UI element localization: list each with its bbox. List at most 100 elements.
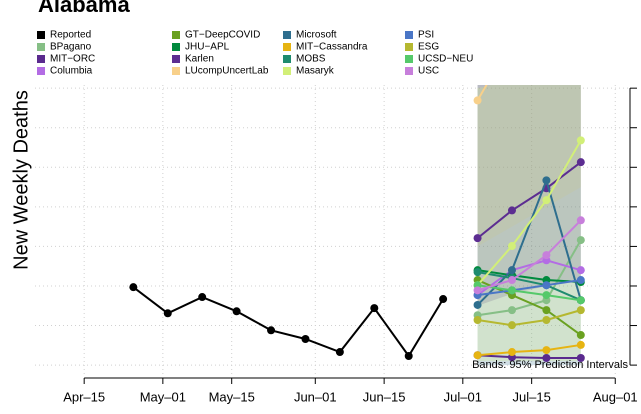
- x-tick-label: May–01: [140, 389, 186, 404]
- data-point: [576, 266, 585, 275]
- data-point: [439, 295, 448, 304]
- legend-label: LUcompUncertLab: [185, 66, 269, 77]
- data-point: [576, 158, 585, 167]
- legend-label: PSI: [418, 30, 434, 41]
- x-tick-label: Jul–01: [444, 389, 482, 404]
- chart-title: Alabama: [38, 0, 130, 17]
- data-point: [576, 340, 585, 349]
- legend-swatch: [37, 31, 45, 39]
- data-point: [542, 281, 551, 290]
- legend-swatch: [405, 67, 413, 75]
- axes: Apr–15 May–01 May–15 Jun–01 Jun–15 Jul–01 Jul–…: [63, 87, 638, 404]
- series-line: [477, 343, 581, 357]
- series-line: [477, 271, 582, 302]
- series-line: [477, 309, 582, 327]
- x-tick-label: Aug–01: [593, 389, 638, 404]
- legend-label: UCSD−NEU: [418, 54, 473, 65]
- data-point: [163, 309, 172, 318]
- data-point: [267, 326, 276, 335]
- legend-swatch: [283, 55, 291, 63]
- x-tick-label: Jun–01: [294, 389, 337, 404]
- legend-label: USC: [418, 66, 439, 77]
- data-point: [473, 286, 482, 295]
- legend-label: GT−DeepCOVID: [185, 30, 260, 41]
- data-point: [301, 334, 310, 343]
- data-point: [473, 268, 482, 277]
- legend-swatch: [172, 43, 180, 51]
- annotation: Bands: 95% Prediction Intervals: [472, 359, 628, 371]
- data-point: [129, 283, 138, 292]
- data-point: [576, 136, 585, 145]
- series-line: [132, 286, 444, 358]
- prediction-band: [477, 85, 581, 247]
- legend-label: JHU−APL: [185, 42, 230, 53]
- data-point: [473, 316, 482, 325]
- data-point: [507, 242, 516, 251]
- legend-label: MIT−ORC: [50, 54, 95, 65]
- data-point: [507, 266, 516, 275]
- data-point: [404, 352, 413, 361]
- series-line: [476, 259, 582, 296]
- legend-label: MOBS: [296, 54, 326, 65]
- series-line: [476, 161, 582, 239]
- series-line: [477, 279, 581, 297]
- data-point: [542, 316, 551, 325]
- data-point: [542, 196, 551, 205]
- legend-label: MIT−Cassandra: [296, 42, 368, 53]
- data-point: [507, 348, 516, 357]
- legend-swatch: [283, 67, 291, 75]
- legend-swatch: [37, 55, 45, 63]
- legend-swatch: [283, 31, 291, 39]
- legend-swatch: [172, 55, 180, 63]
- data-point: [542, 176, 551, 185]
- data-point: [507, 306, 516, 315]
- data-point: [507, 276, 516, 285]
- data-point: [542, 306, 551, 315]
- data-point: [473, 96, 482, 105]
- legend-swatch: [172, 31, 180, 39]
- data-point: [576, 331, 585, 340]
- data-point: [473, 234, 482, 243]
- legend-swatch: [405, 55, 413, 63]
- data-point: [473, 300, 482, 309]
- series-line: [477, 239, 582, 317]
- prediction-band: [477, 85, 581, 362]
- series-line: [477, 354, 581, 359]
- data-point: [542, 291, 551, 300]
- data-point: [542, 346, 551, 355]
- y-axis-label: New Weekly Deaths: [10, 90, 32, 270]
- data-point: [542, 251, 551, 260]
- legend-swatch: [405, 31, 413, 39]
- x-tick-label: Apr–15: [63, 389, 105, 404]
- legend-label: ESG: [418, 42, 439, 53]
- series-line: [477, 269, 581, 284]
- legend-label: Karlen: [185, 54, 214, 65]
- data-point: [335, 348, 344, 357]
- data-point: [576, 236, 585, 245]
- data-point: [507, 286, 516, 295]
- legend-label: Masaryk: [296, 66, 335, 77]
- data-point: [198, 293, 207, 302]
- data-point: [508, 37, 516, 45]
- data-point: [576, 296, 585, 305]
- legend-swatch: [283, 43, 291, 51]
- data-point: [507, 206, 516, 215]
- data-point: [542, 353, 551, 362]
- data-point: [473, 351, 482, 360]
- x-tick-label: Jul–15: [512, 389, 550, 404]
- x-tick-label: May–15: [209, 389, 255, 404]
- data-point: [507, 321, 516, 330]
- data-point: [576, 216, 585, 225]
- series-line: [477, 284, 581, 302]
- legend-label: Reported: [50, 30, 91, 41]
- bands: [477, 85, 581, 366]
- legend-label: Microsoft: [296, 30, 337, 41]
- data-point: [232, 307, 241, 316]
- legend-swatch: [37, 67, 45, 75]
- series-line: [476, 139, 582, 286]
- x-tick-label: Jun–15: [363, 389, 406, 404]
- lines: [129, 37, 585, 362]
- legend-label: Columbia: [50, 66, 93, 77]
